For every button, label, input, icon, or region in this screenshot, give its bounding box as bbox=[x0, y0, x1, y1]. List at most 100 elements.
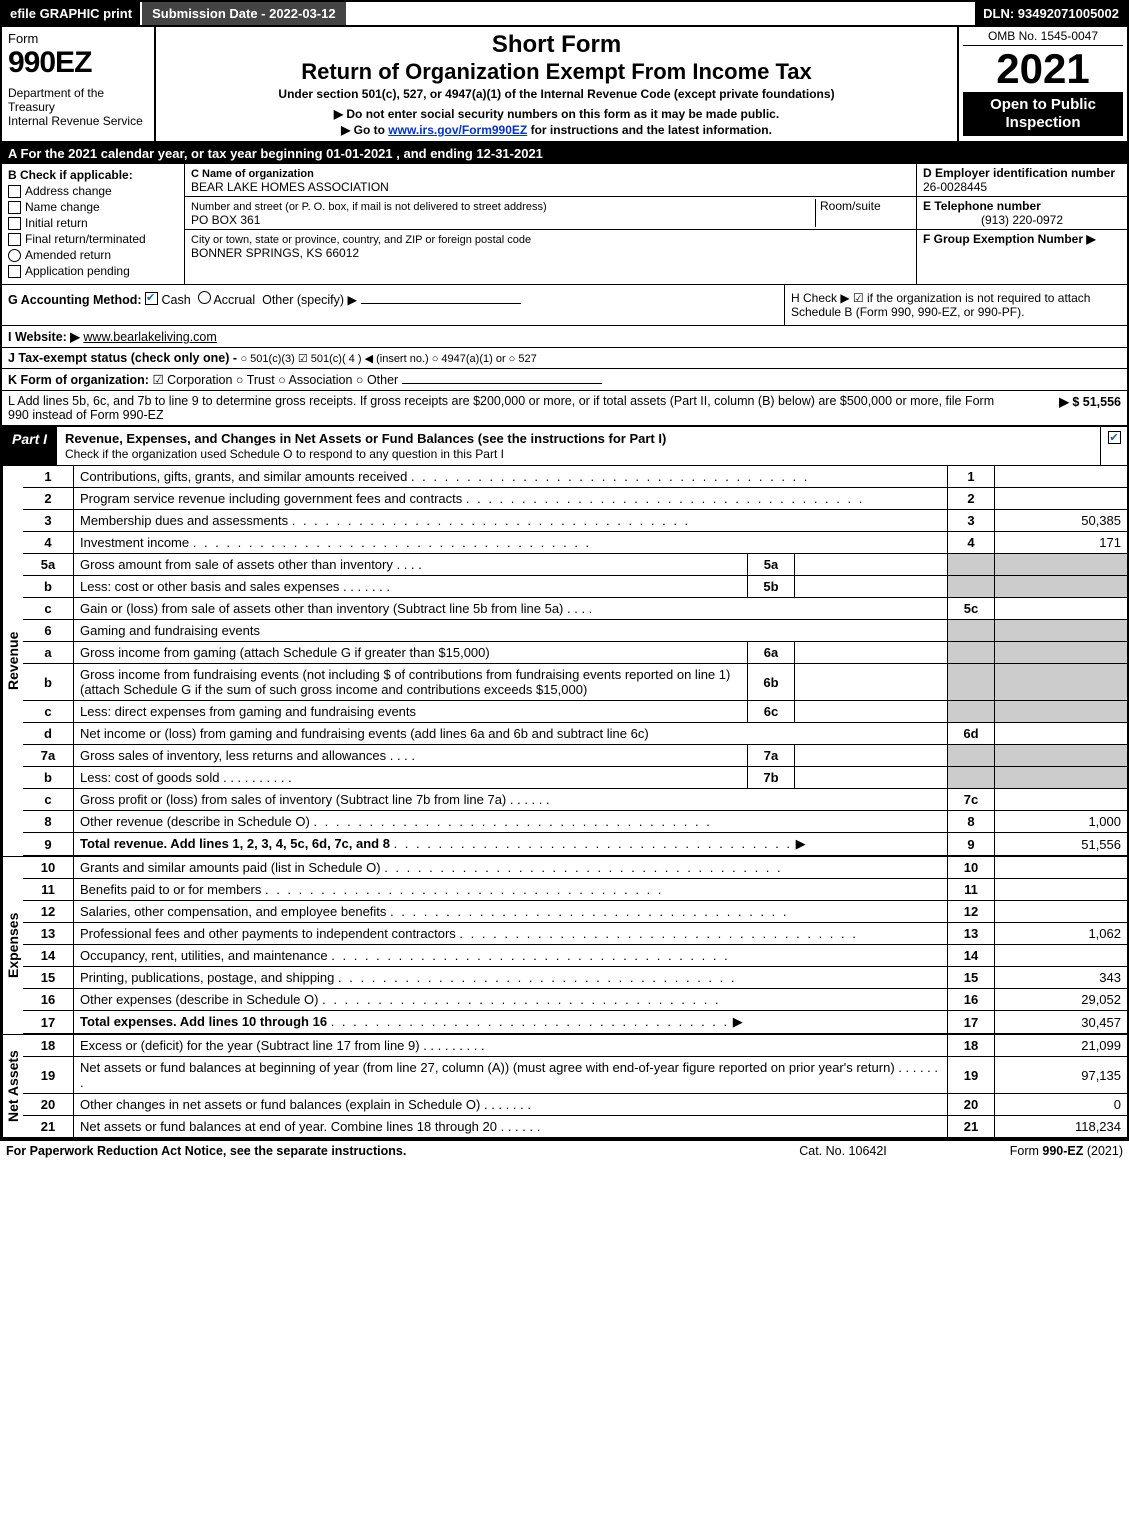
g-label: G Accounting Method: bbox=[8, 293, 142, 307]
footer-formref: Form 990-EZ (2021) bbox=[943, 1144, 1123, 1158]
line-10: 10Grants and similar amounts paid (list … bbox=[23, 857, 1127, 879]
title-short-form: Short Form bbox=[162, 31, 951, 59]
netassets-grid: Net Assets 18Excess or (deficit) for the… bbox=[0, 1034, 1129, 1139]
row-l-gross-receipts: L Add lines 5b, 6c, and 7b to line 9 to … bbox=[0, 391, 1129, 426]
chk-initial-return[interactable]: Initial return bbox=[8, 216, 178, 230]
org-name-label: C Name of organization bbox=[191, 168, 314, 180]
inspection-box: Open to Public Inspection bbox=[963, 92, 1123, 136]
l-value: ▶ $ 51,556 bbox=[1011, 394, 1121, 422]
part1-header: Part I Revenue, Expenses, and Changes in… bbox=[0, 426, 1129, 466]
row-k-org-form: K Form of organization: ☑ Corporation ○ … bbox=[0, 369, 1129, 391]
irs-link[interactable]: www.irs.gov/Form990EZ bbox=[388, 123, 527, 137]
accounting-method: G Accounting Method: Cash Accrual Other … bbox=[2, 285, 784, 325]
top-bar: efile GRAPHIC print Submission Date - 20… bbox=[0, 0, 1129, 27]
netassets-table: 18Excess or (deficit) for the year (Subt… bbox=[23, 1035, 1127, 1137]
line-6d: dNet income or (loss) from gaming and fu… bbox=[23, 723, 1127, 745]
chk-application-pending[interactable]: Application pending bbox=[8, 264, 178, 278]
group-exemption-label: F Group Exemption Number ▶ bbox=[923, 232, 1096, 246]
room-label: Room/suite bbox=[820, 199, 881, 213]
line-7c: cGross profit or (loss) from sales of in… bbox=[23, 789, 1127, 811]
line-1: 1Contributions, gifts, grants, and simil… bbox=[23, 466, 1127, 488]
line-18: 18Excess or (deficit) for the year (Subt… bbox=[23, 1035, 1127, 1057]
line-13: 13Professional fees and other payments t… bbox=[23, 923, 1127, 945]
city-label: City or town, state or province, country… bbox=[191, 234, 531, 246]
note-goto-post: for instructions and the latest informat… bbox=[527, 123, 772, 137]
footer-paperwork: For Paperwork Reduction Act Notice, see … bbox=[6, 1144, 743, 1158]
chk-address-change[interactable]: Address change bbox=[8, 184, 178, 198]
dln-label: DLN: 93492071005002 bbox=[975, 2, 1127, 25]
line-8: 8Other revenue (describe in Schedule O) … bbox=[23, 811, 1127, 833]
chk-application-pending-label: Application pending bbox=[25, 264, 130, 278]
street-row: Number and street (or P. O. box, if mail… bbox=[185, 197, 916, 230]
efile-label[interactable]: efile GRAPHIC print bbox=[2, 2, 140, 25]
netassets-vlabel: Net Assets bbox=[2, 1035, 23, 1137]
revenue-vlabel: Revenue bbox=[2, 466, 23, 856]
chk-amended-return-label: Amended return bbox=[25, 248, 111, 262]
chk-final-return[interactable]: Final return/terminated bbox=[8, 232, 178, 246]
topbar-spacer bbox=[346, 2, 976, 25]
note-goto: ▶ Go to www.irs.gov/Form990EZ for instru… bbox=[162, 123, 951, 137]
header-right: OMB No. 1545-0047 2021 Open to Public In… bbox=[959, 27, 1127, 141]
line-6: 6Gaming and fundraising events bbox=[23, 620, 1127, 642]
row-gh: G Accounting Method: Cash Accrual Other … bbox=[0, 285, 1129, 326]
row-a-tax-year: A For the 2021 calendar year, or tax yea… bbox=[0, 143, 1129, 164]
ein-cell: D Employer identification number 26-0028… bbox=[917, 164, 1127, 197]
website-link[interactable]: www.bearlakeliving.com bbox=[83, 330, 216, 344]
tax-year: 2021 bbox=[963, 48, 1123, 90]
j-options: ○ 501(c)(3) ☑ 501(c)( 4 ) ◀ (insert no.)… bbox=[240, 353, 536, 365]
line-5a: 5aGross amount from sale of assets other… bbox=[23, 554, 1127, 576]
k-label: K Form of organization: bbox=[8, 373, 149, 387]
k-options: ☑ Corporation ○ Trust ○ Association ○ Ot… bbox=[152, 373, 398, 387]
chk-initial-return-label: Initial return bbox=[25, 216, 88, 230]
line-9: 9Total revenue. Add lines 1, 2, 3, 4, 5c… bbox=[23, 833, 1127, 856]
line-17: 17Total expenses. Add lines 10 through 1… bbox=[23, 1011, 1127, 1034]
submission-date: Submission Date - 2022-03-12 bbox=[140, 2, 346, 25]
chk-name-change[interactable]: Name change bbox=[8, 200, 178, 214]
phone-value: (913) 220-0972 bbox=[923, 213, 1121, 227]
subtitle: Under section 501(c), 527, or 4947(a)(1)… bbox=[162, 87, 951, 101]
chk-address-change-label: Address change bbox=[25, 184, 112, 198]
line-6c: cLess: direct expenses from gaming and f… bbox=[23, 701, 1127, 723]
chk-accrual[interactable] bbox=[198, 291, 211, 304]
row-j-tax-status: J Tax-exempt status (check only one) - ○… bbox=[0, 348, 1129, 369]
col-def: D Employer identification number 26-0028… bbox=[916, 164, 1127, 284]
group-exemption-cell: F Group Exemption Number ▶ bbox=[917, 230, 1127, 248]
line-19: 19Net assets or fund balances at beginni… bbox=[23, 1057, 1127, 1094]
line-11: 11Benefits paid to or for members 11 bbox=[23, 879, 1127, 901]
part1-sub: Check if the organization used Schedule … bbox=[65, 447, 504, 461]
line-14: 14Occupancy, rent, utilities, and mainte… bbox=[23, 945, 1127, 967]
form-header: Form 990EZ Department of the Treasury In… bbox=[0, 27, 1129, 143]
omb-number: OMB No. 1545-0047 bbox=[963, 29, 1123, 46]
line-5b: bLess: cost or other basis and sales exp… bbox=[23, 576, 1127, 598]
line-12: 12Salaries, other compensation, and empl… bbox=[23, 901, 1127, 923]
line-2: 2Program service revenue including gover… bbox=[23, 488, 1127, 510]
street-value: PO BOX 361 bbox=[191, 213, 260, 227]
line-4: 4Investment income 4171 bbox=[23, 532, 1127, 554]
line-5c: cGain or (loss) from sale of assets othe… bbox=[23, 598, 1127, 620]
line-16: 16Other expenses (describe in Schedule O… bbox=[23, 989, 1127, 1011]
section-bcdef: B Check if applicable: Address change Na… bbox=[0, 164, 1129, 285]
city-value: BONNER SPRINGS, KS 66012 bbox=[191, 246, 359, 260]
form-word: Form bbox=[8, 31, 148, 46]
line-3: 3Membership dues and assessments 350,385 bbox=[23, 510, 1127, 532]
note-goto-pre: ▶ Go to bbox=[341, 123, 388, 137]
chk-cash[interactable] bbox=[145, 292, 158, 305]
line-7a: 7aGross sales of inventory, less returns… bbox=[23, 745, 1127, 767]
org-name-cell: C Name of organization BEAR LAKE HOMES A… bbox=[185, 164, 916, 197]
other-label: Other (specify) ▶ bbox=[262, 293, 357, 307]
expenses-grid: Expenses 10Grants and similar amounts pa… bbox=[0, 856, 1129, 1034]
l-text: L Add lines 5b, 6c, and 7b to line 9 to … bbox=[8, 394, 1011, 422]
org-name: BEAR LAKE HOMES ASSOCIATION bbox=[191, 180, 389, 194]
b-label: B Check if applicable: bbox=[8, 168, 178, 182]
expenses-vlabel: Expenses bbox=[2, 857, 23, 1034]
chk-final-return-label: Final return/terminated bbox=[25, 232, 146, 246]
line-20: 20Other changes in net assets or fund ba… bbox=[23, 1094, 1127, 1116]
cash-label: Cash bbox=[162, 293, 191, 307]
title-return: Return of Organization Exempt From Incom… bbox=[162, 59, 951, 85]
part1-label: Part I bbox=[2, 427, 57, 465]
expenses-table: 10Grants and similar amounts paid (list … bbox=[23, 857, 1127, 1034]
line-15: 15Printing, publications, postage, and s… bbox=[23, 967, 1127, 989]
chk-amended-return[interactable]: Amended return bbox=[8, 248, 178, 262]
line-6a: aGross income from gaming (attach Schedu… bbox=[23, 642, 1127, 664]
part1-check[interactable] bbox=[1100, 427, 1127, 465]
